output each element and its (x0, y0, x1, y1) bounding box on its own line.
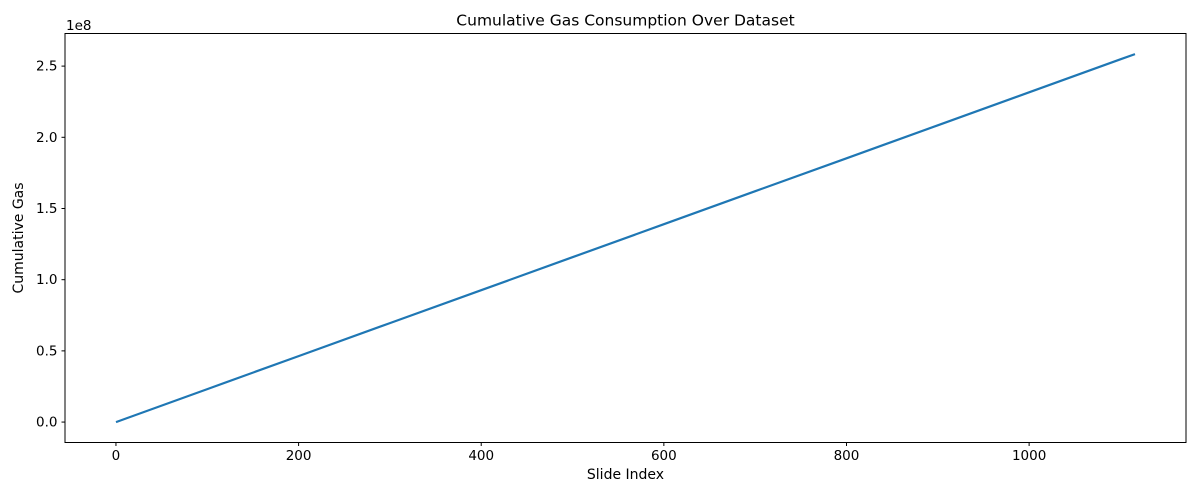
x-tick-label: 200 (286, 448, 312, 464)
y-tick-label: 0.5 (36, 343, 57, 359)
y-tick-label: 1.0 (36, 272, 57, 288)
plot-area-border (64, 33, 1187, 443)
x-tick-label: 1000 (1012, 448, 1046, 464)
x-tick-label: 600 (651, 448, 677, 464)
y-tick-label: 2.0 (36, 130, 57, 146)
x-tick-label: 0 (112, 448, 121, 464)
x-axis-label: Slide Index (587, 467, 664, 483)
y-axis-offset-text: 1e8 (66, 18, 91, 34)
y-tick-label: 2.5 (36, 59, 57, 75)
y-axis-label: Cumulative Gas (11, 182, 27, 293)
x-tick-label: 400 (468, 448, 494, 464)
y-tick-label: 0.0 (36, 415, 57, 431)
cumulative-gas-line (115, 53, 1136, 424)
x-tick-label: 800 (834, 448, 860, 464)
y-tick-label: 1.5 (36, 201, 57, 217)
chart-title: Cumulative Gas Consumption Over Dataset (456, 12, 794, 30)
tick-layer: 0 200 400 600 800 1000 0.0 0.5 1.0 1.5 2.0 2.5 (36, 59, 1046, 464)
